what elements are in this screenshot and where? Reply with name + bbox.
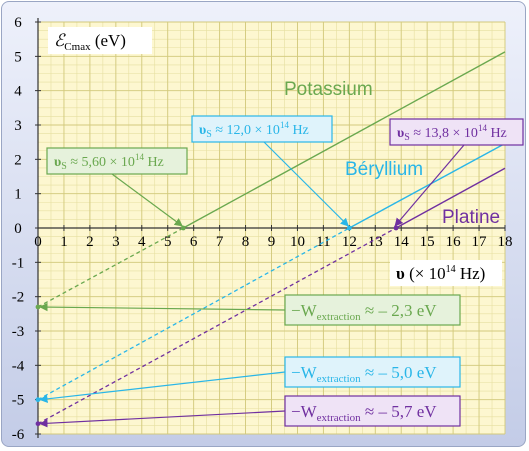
x-tick-label: 10 bbox=[290, 234, 305, 250]
x-tick-label: 15 bbox=[420, 234, 435, 250]
y-tick-label: 2 bbox=[14, 152, 22, 168]
threshold-arrow-2 bbox=[394, 144, 465, 227]
threshold-label-0: υS ≈ 5,60 × 1014 Hz bbox=[54, 152, 164, 172]
work-arrow-1 bbox=[39, 371, 286, 403]
x-tick-label: 1 bbox=[60, 234, 68, 250]
threshold-arrow-1 bbox=[263, 141, 349, 227]
work-box-2 bbox=[284, 395, 461, 427]
series-extrapolation-1 bbox=[37, 227, 350, 401]
y-tick-label: 6 bbox=[14, 15, 22, 31]
threshold-box-0 bbox=[46, 147, 188, 175]
x-tick-label: 14 bbox=[394, 234, 410, 250]
x-tick-label: 6 bbox=[190, 234, 198, 250]
x-tick-label: 7 bbox=[216, 234, 224, 250]
y-axis-title: ℰCmax (eV) bbox=[54, 31, 126, 53]
threshold-box-1 bbox=[191, 115, 333, 143]
work-box-0 bbox=[284, 294, 461, 326]
series-name-label-1: Béryllium bbox=[345, 159, 423, 180]
series-line-1 bbox=[348, 142, 506, 229]
series-line-2 bbox=[395, 167, 506, 229]
series-line-0 bbox=[182, 51, 506, 229]
threshold-point-2 bbox=[393, 225, 399, 231]
y-tick-label: 1 bbox=[14, 187, 22, 203]
work-arrow-0 bbox=[39, 302, 286, 312]
threshold-box-2 bbox=[389, 118, 524, 146]
series-extrapolation-2 bbox=[37, 227, 397, 425]
threshold-point-0 bbox=[180, 225, 186, 231]
x-tick-label: 3 bbox=[112, 234, 120, 250]
series-name-label-2: Platine bbox=[442, 207, 500, 228]
threshold-point-1 bbox=[346, 225, 352, 231]
y-tick-label: -5 bbox=[12, 393, 25, 409]
x-tick-label: 16 bbox=[446, 234, 462, 250]
work-label-1: −Wextraction ≈ – 5,0 eV bbox=[291, 363, 437, 385]
y-tick-label: 3 bbox=[14, 118, 22, 134]
x-tick-label: 9 bbox=[268, 234, 276, 250]
threshold-label-1: υS ≈ 12,0 × 1014 Hz bbox=[199, 120, 309, 140]
x-tick-label: 0 bbox=[34, 234, 42, 250]
work-label-0: −Wextraction ≈ – 2,3 eV bbox=[291, 301, 437, 323]
y-tick-label: -2 bbox=[12, 290, 25, 306]
x-tick-label: 17 bbox=[472, 234, 488, 250]
x-tick-label: 11 bbox=[316, 234, 330, 250]
y-tick-label: -3 bbox=[12, 324, 25, 340]
x-tick-label: 4 bbox=[138, 234, 146, 250]
series-name-label-0: Potassium bbox=[284, 79, 373, 100]
threshold-arrow-0 bbox=[111, 173, 183, 227]
intercept-point-2 bbox=[35, 421, 41, 427]
y-tick-label: 5 bbox=[14, 49, 22, 65]
x-axis-title-box bbox=[390, 260, 502, 286]
x-tick-label: 12 bbox=[342, 234, 357, 250]
y-tick-label: -4 bbox=[12, 358, 25, 374]
intercept-point-0 bbox=[35, 304, 41, 310]
y-tick-label: -1 bbox=[12, 255, 25, 271]
x-tick-label: 5 bbox=[164, 234, 172, 250]
work-arrow-2 bbox=[39, 410, 286, 428]
y-axis-title-box bbox=[48, 27, 152, 54]
work-label-2: −Wextraction ≈ – 5,7 eV bbox=[291, 402, 437, 424]
x-tick-label: 18 bbox=[498, 234, 513, 250]
y-tick-label: 4 bbox=[14, 84, 22, 100]
work-box-1 bbox=[284, 356, 461, 388]
x-tick-label: 2 bbox=[86, 234, 94, 250]
y-tick-label: -6 bbox=[12, 427, 25, 443]
x-axis-title: υ (× 1014 Hz) bbox=[396, 264, 485, 283]
threshold-label-2: υS ≈ 13,8 × 1014 Hz bbox=[397, 123, 507, 143]
x-tick-label: 8 bbox=[242, 234, 250, 250]
chart-svg: 0 1 2 3 4 5 6 7 8 9 10 11 12 13 14 15 16 17 186543210-1-2-… bbox=[12, 15, 524, 443]
intercept-point-1 bbox=[35, 397, 41, 403]
y-tick-label: 0 bbox=[14, 221, 22, 237]
